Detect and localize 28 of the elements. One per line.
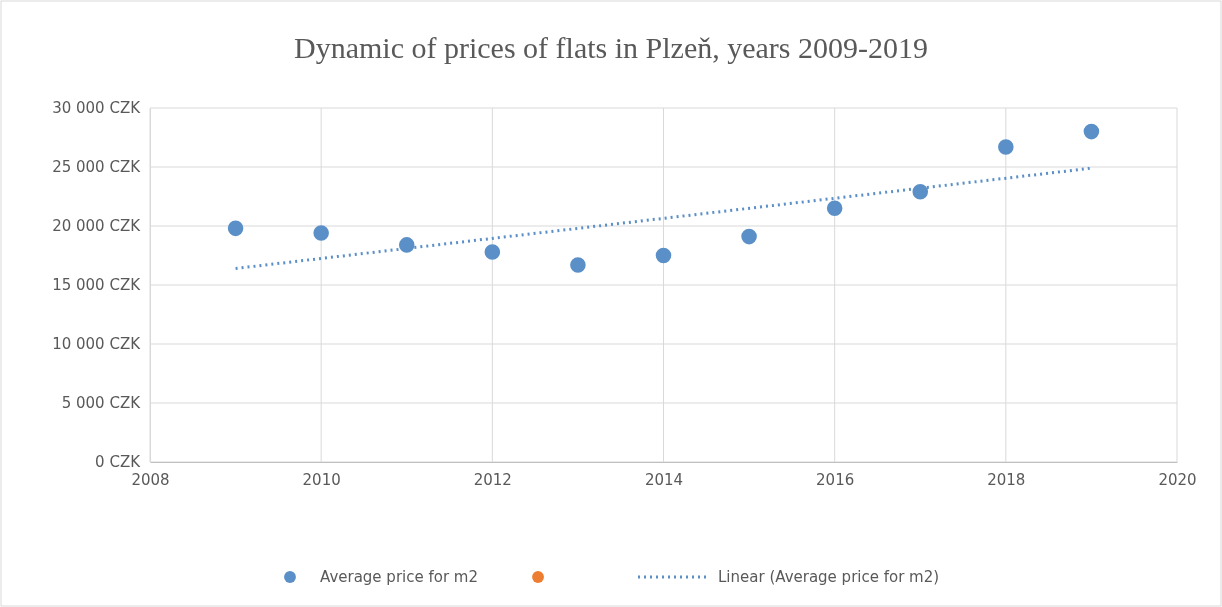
point <box>398 237 415 253</box>
point <box>655 247 672 264</box>
point <box>570 257 586 273</box>
x-tick-label: 2010 <box>302 470 341 489</box>
x-tick-label: 2018 <box>987 470 1026 489</box>
point <box>741 228 757 245</box>
point <box>998 139 1014 155</box>
point <box>313 225 329 241</box>
point <box>484 244 501 260</box>
chart-title: Dynamic of prices of flats in Plzeň, years 2009-2019 <box>294 31 928 64</box>
point <box>912 184 929 200</box>
y-tick-label: 10 000 CZK <box>52 335 142 354</box>
x-tick-label: 2008 <box>131 470 170 489</box>
legend-label: Average price for m2 <box>320 568 479 586</box>
point <box>227 220 244 237</box>
y-tick-label: 25 000 CZK <box>52 158 142 177</box>
legend-label: Linear (Average price for m2) <box>718 568 940 586</box>
y-tick-label: 15 000 CZK <box>52 276 142 295</box>
y-tick-label: 0 CZK <box>95 453 142 472</box>
x-tick-label: 2012 <box>473 470 512 489</box>
point <box>826 200 843 217</box>
x-tick-label: 2016 <box>816 470 855 489</box>
y-tick-label: 20 000 CZK <box>52 217 142 236</box>
y-tick-label: 5 000 CZK <box>61 394 142 413</box>
point <box>1083 123 1100 140</box>
x-tick-label: 2014 <box>644 470 684 489</box>
x-tick-label: 2020 <box>1158 470 1197 489</box>
y-tick-label: 30 000 CZK <box>52 99 142 118</box>
